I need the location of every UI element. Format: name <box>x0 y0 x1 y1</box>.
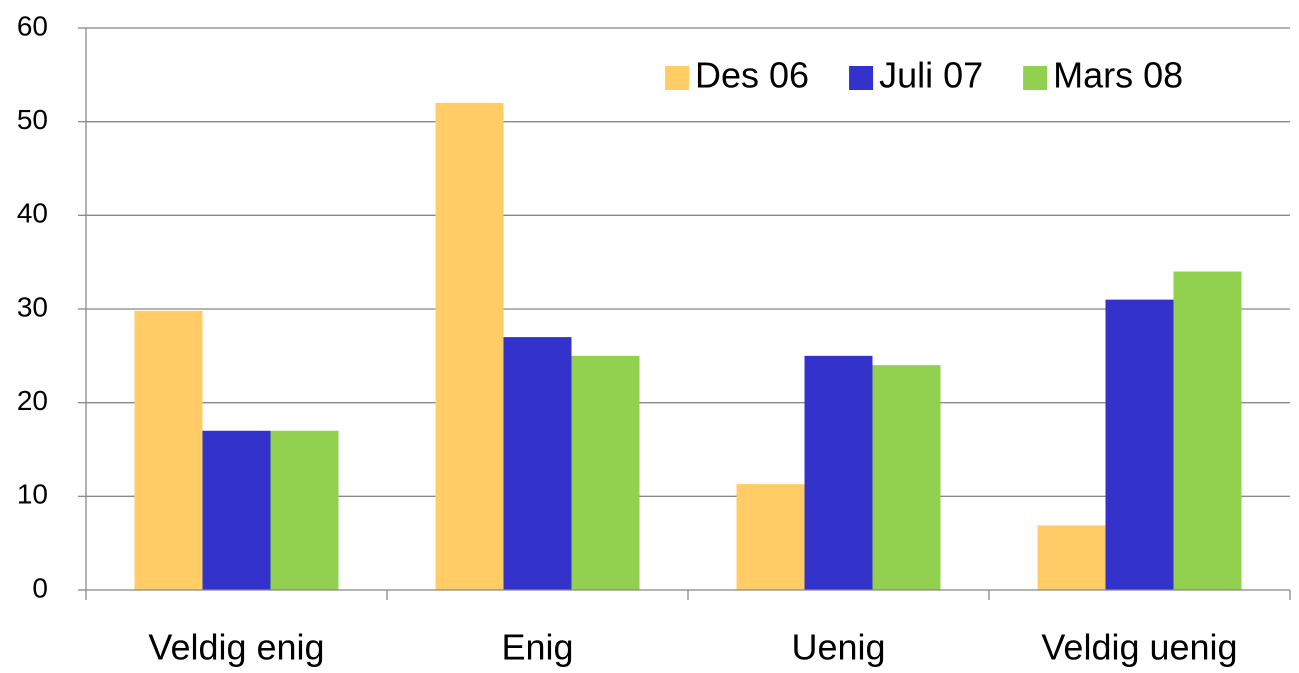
bar <box>804 355 873 590</box>
y-tick-label: 50 <box>17 104 48 135</box>
bar <box>270 430 339 590</box>
bar <box>1037 525 1106 590</box>
y-tick-label: 0 <box>32 572 48 603</box>
legend-label: Mars 08 <box>1053 55 1183 96</box>
bar <box>1173 271 1242 590</box>
y-tick-label: 60 <box>17 10 48 41</box>
x-tick-label: Enig <box>501 627 573 668</box>
bar <box>736 484 805 590</box>
y-tick-label: 10 <box>17 479 48 510</box>
bar <box>202 430 271 590</box>
legend-label: Des 06 <box>695 55 809 96</box>
bar <box>503 337 572 590</box>
legend-swatch <box>1023 66 1048 90</box>
x-tick-label: Uenig <box>791 627 885 668</box>
legend-swatch <box>849 66 874 90</box>
bar <box>1105 299 1174 590</box>
bar <box>571 355 640 590</box>
y-tick-label: 40 <box>17 198 48 229</box>
legend-label: Juli 07 <box>879 55 983 96</box>
y-tick-label: 30 <box>17 291 48 322</box>
y-tick-label: 20 <box>17 385 48 416</box>
x-tick-label: Veldig uenig <box>1041 627 1237 668</box>
x-tick-label: Veldig enig <box>148 627 324 668</box>
bar <box>435 102 504 590</box>
bar <box>872 365 941 590</box>
bar <box>134 310 203 590</box>
legend-swatch <box>665 66 689 90</box>
